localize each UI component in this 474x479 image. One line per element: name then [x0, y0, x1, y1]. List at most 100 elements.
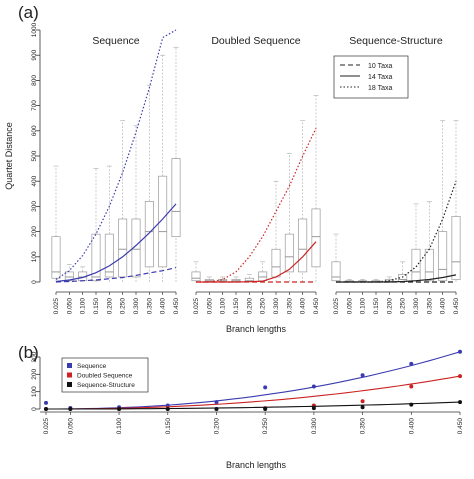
curve-10-taxa — [55, 267, 177, 283]
box — [158, 175, 168, 268]
y-tick-label: 0 — [31, 407, 38, 411]
legend-box — [61, 357, 149, 393]
y-tick-label: 300 — [31, 201, 38, 212]
x-tick-label: 0.450 — [457, 418, 464, 435]
curve-14-taxa — [196, 241, 317, 283]
data-point — [360, 399, 365, 404]
data-point — [311, 384, 316, 389]
box — [91, 233, 101, 282]
box — [284, 233, 294, 273]
x-tick-label: 0.200 — [386, 298, 393, 315]
data-point — [214, 400, 219, 405]
y-tick-label: 100 — [31, 386, 38, 397]
y-tick-label: 600 — [31, 125, 38, 136]
data-point — [214, 407, 219, 411]
subplot-2: Doubled Sequence 0.025 0.050 0.100 0.150 0.20… — [191, 35, 321, 315]
x-tick-label: 0.450 — [453, 298, 460, 315]
data-point — [165, 407, 170, 411]
y-tick-label: 200 — [31, 226, 38, 237]
box — [411, 248, 421, 282]
x-tick-label: 0.450 — [313, 298, 320, 315]
x-tick-label: 0.025 — [193, 298, 200, 315]
x-tick-label: 0.250 — [400, 298, 407, 315]
box — [51, 236, 61, 279]
x-tick-label: 0.100 — [220, 298, 227, 315]
y-axis-label: Quartet Distance — [4, 122, 14, 190]
x-tick-label: 0.450 — [173, 298, 180, 315]
legend-label: 10 Taxa — [368, 63, 392, 70]
x-tick-label: 0.050 — [346, 298, 353, 315]
legend-label: Sequence-Structure — [77, 382, 135, 389]
box — [424, 248, 434, 282]
subplot-3: Sequence-Structure 0.025 0.050 0.100 0.150 0.… — [331, 35, 461, 315]
x-tick-label: 0.250 — [260, 298, 267, 315]
x-tick-label: 0.050 — [67, 418, 74, 435]
x-tick-label: 0.350 — [360, 418, 367, 435]
x-tick-label: 0.150 — [233, 298, 240, 315]
data-point — [458, 374, 462, 379]
panel-a: (a) 0 100 200 300 400 500 600 700 800 900 1000 Quart… — [4, 3, 461, 334]
x-tick-label: 0.200 — [213, 418, 220, 435]
curve-18-taxa — [336, 181, 457, 283]
x-tick-label: 0.050 — [66, 298, 73, 315]
x-axis-label: Branch lengths — [226, 324, 287, 334]
x-tick-label: 0.100 — [360, 298, 367, 315]
box — [131, 218, 141, 278]
x-tick-label: 0.050 — [206, 298, 213, 315]
x-tick-label: 0.400 — [300, 298, 307, 315]
fit-line-3 — [46, 401, 461, 410]
legend-label: Sequence — [77, 363, 107, 370]
curve-18-taxa — [55, 29, 177, 281]
data-point — [263, 385, 268, 390]
x-tick-label: 0.200 — [246, 298, 253, 315]
box — [64, 271, 74, 282]
panel-a-label: (a) — [18, 3, 39, 22]
legend-swatch — [67, 372, 72, 378]
data-point — [68, 407, 73, 411]
data-point — [409, 402, 414, 407]
legend-swatch — [67, 363, 72, 368]
y-tick-label: 700 — [31, 100, 38, 111]
box — [311, 208, 321, 268]
legend-label: 14 Taxa — [368, 74, 392, 81]
x-tick-label: 0.300 — [311, 418, 318, 435]
box — [191, 271, 201, 282]
x-tick-label: 0.350 — [286, 298, 293, 315]
data-point — [44, 407, 48, 411]
x-axis-label: Branch lengths — [226, 460, 287, 470]
x-tick-label: 0.200 — [106, 298, 113, 315]
curve-14-taxa — [55, 203, 177, 283]
data-point — [263, 407, 268, 411]
data-point — [117, 407, 122, 411]
y-tick-label: 400 — [31, 175, 38, 186]
x-tick-label: 0.400 — [408, 418, 415, 435]
box — [298, 218, 308, 273]
x-tick-label: 0.250 — [120, 298, 127, 315]
x-tick-label: 0.025 — [333, 298, 340, 315]
box — [438, 231, 448, 282]
box — [451, 216, 461, 280]
data-point — [311, 406, 316, 411]
data-point — [409, 384, 414, 389]
y-tick-label: 500 — [31, 150, 38, 161]
data-point — [360, 373, 365, 378]
legend-swatch — [67, 382, 72, 387]
x-tick-label: 0.100 — [80, 298, 87, 315]
data-point — [458, 349, 462, 354]
curve-18-taxa — [196, 128, 317, 283]
x-tick-label: 0.025 — [43, 418, 50, 435]
panel-b-label: (b) — [18, 343, 39, 362]
legend-box — [333, 55, 409, 99]
x-tick-label: 0.100 — [116, 418, 123, 435]
subplot-1: Sequence 0.025 0.050 0.100 0.150 0.200 0.250 0.… — [51, 29, 181, 315]
y-tick-label: 800 — [31, 75, 38, 86]
panel-b: (b) 0 100 200 300 0.025 0.050 0.100 0.150 0.200 0.… — [18, 343, 464, 470]
x-tick-label: 0.400 — [160, 298, 167, 315]
box — [258, 271, 268, 282]
y-tick-label: 200 — [31, 369, 38, 380]
y-tick-label: 300 — [31, 351, 38, 362]
curve-14-taxa — [336, 274, 457, 283]
subplot-title: Doubled Sequence — [211, 35, 300, 47]
